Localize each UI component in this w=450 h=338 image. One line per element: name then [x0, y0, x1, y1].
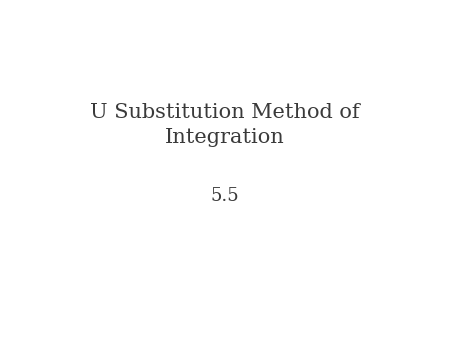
Text: U Substitution Method of
Integration: U Substitution Method of Integration	[90, 103, 360, 147]
Text: 5.5: 5.5	[211, 187, 239, 205]
